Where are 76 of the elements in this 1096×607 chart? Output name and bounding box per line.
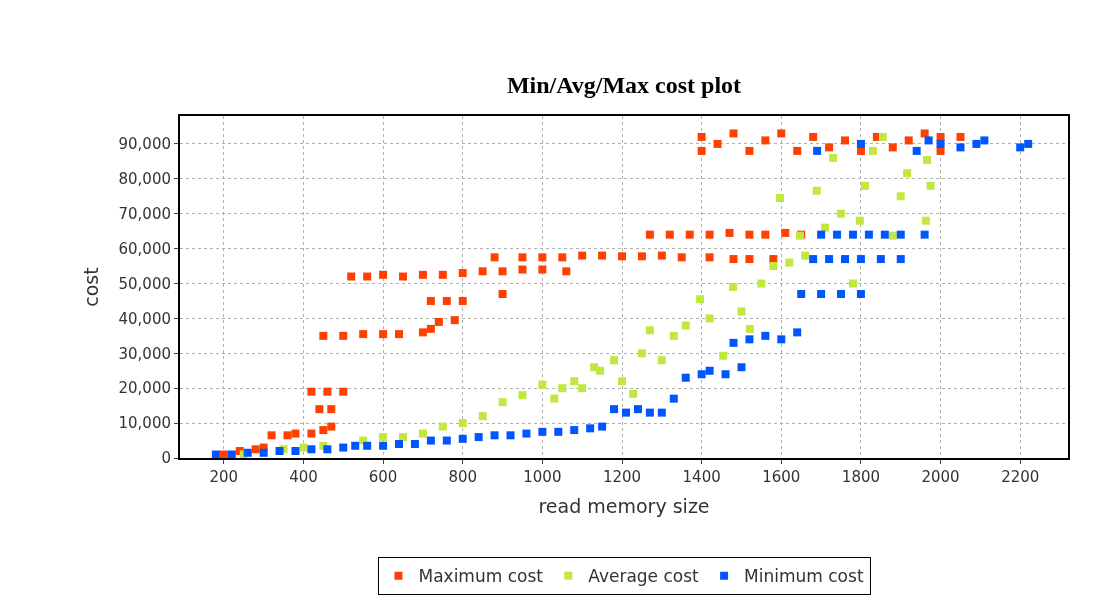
- y-tick-label: 30,000: [118, 344, 171, 363]
- point: [729, 283, 738, 291]
- y-tick-label: 80,000: [118, 170, 171, 189]
- x-tick-label: 1000: [523, 468, 562, 486]
- x-tick-label: 800: [448, 468, 478, 486]
- point: [538, 380, 547, 389]
- y-tick-label: 10,000: [118, 414, 171, 433]
- x-tick-label: 2000: [921, 468, 960, 486]
- point: [868, 146, 877, 155]
- point: [558, 384, 567, 393]
- point: [848, 279, 857, 288]
- legend-label: Average cost: [588, 566, 700, 587]
- point: [657, 356, 666, 365]
- legend-label: Minimum cost: [744, 566, 864, 587]
- point: [855, 216, 864, 225]
- point: [637, 349, 646, 358]
- point: [812, 186, 821, 195]
- point: [801, 251, 810, 260]
- point: [745, 324, 754, 333]
- point: [837, 209, 846, 218]
- point: [498, 398, 507, 407]
- point: [785, 258, 794, 267]
- point: [550, 394, 559, 403]
- point: [645, 326, 654, 335]
- point: [629, 389, 638, 398]
- point: [518, 391, 527, 400]
- x-tick-label: 1400: [682, 468, 721, 486]
- y-tick-label: 90,000: [118, 135, 171, 154]
- point: [570, 377, 579, 386]
- point: [418, 429, 427, 438]
- x-tick-label: 400: [289, 468, 318, 486]
- point: [438, 422, 447, 431]
- point: [696, 295, 705, 304]
- point: [610, 356, 619, 365]
- point: [903, 169, 912, 178]
- legend-label: Maximum cost: [418, 566, 544, 587]
- point: [705, 314, 714, 323]
- point: [878, 132, 887, 141]
- y-tick-label: 40,000: [118, 309, 171, 328]
- point: [926, 181, 935, 190]
- point: [681, 321, 690, 330]
- x-tick-label: 1200: [602, 468, 642, 486]
- chart-title: Min/Avg/Max cost plot: [506, 72, 742, 99]
- point: [478, 412, 487, 421]
- point: [757, 279, 766, 288]
- point: [921, 216, 930, 225]
- point: [923, 155, 932, 164]
- y-tick-label: 50,000: [118, 274, 171, 293]
- point: [618, 377, 627, 386]
- point: [458, 419, 467, 428]
- point: [578, 384, 587, 393]
- x-tick-label: 1600: [762, 468, 801, 486]
- x-tick-label: 200: [209, 468, 239, 486]
- point: [399, 433, 407, 442]
- point: [821, 223, 830, 232]
- y-tick-label: 70,000: [118, 204, 171, 223]
- y-tick-label: 60,000: [118, 239, 171, 258]
- point: [769, 262, 778, 271]
- point: [829, 153, 838, 162]
- point: [299, 443, 308, 452]
- x-tick-label: 600: [368, 468, 398, 486]
- x-tick-label: 1800: [841, 468, 881, 486]
- point: [860, 181, 869, 190]
- x-tick-label: 2200: [1001, 468, 1040, 486]
- y-tick-label: 20,000: [118, 379, 171, 398]
- point: [888, 231, 897, 240]
- point: [896, 192, 905, 201]
- y-tick-label: 0: [161, 449, 171, 468]
- point: [737, 307, 746, 316]
- y-axis-title: cost: [79, 267, 102, 307]
- x-axis-title: read memory size: [538, 495, 710, 518]
- point: [379, 433, 388, 442]
- point: [719, 351, 728, 360]
- point: [596, 366, 605, 375]
- point: [669, 331, 678, 340]
- point: [776, 194, 785, 203]
